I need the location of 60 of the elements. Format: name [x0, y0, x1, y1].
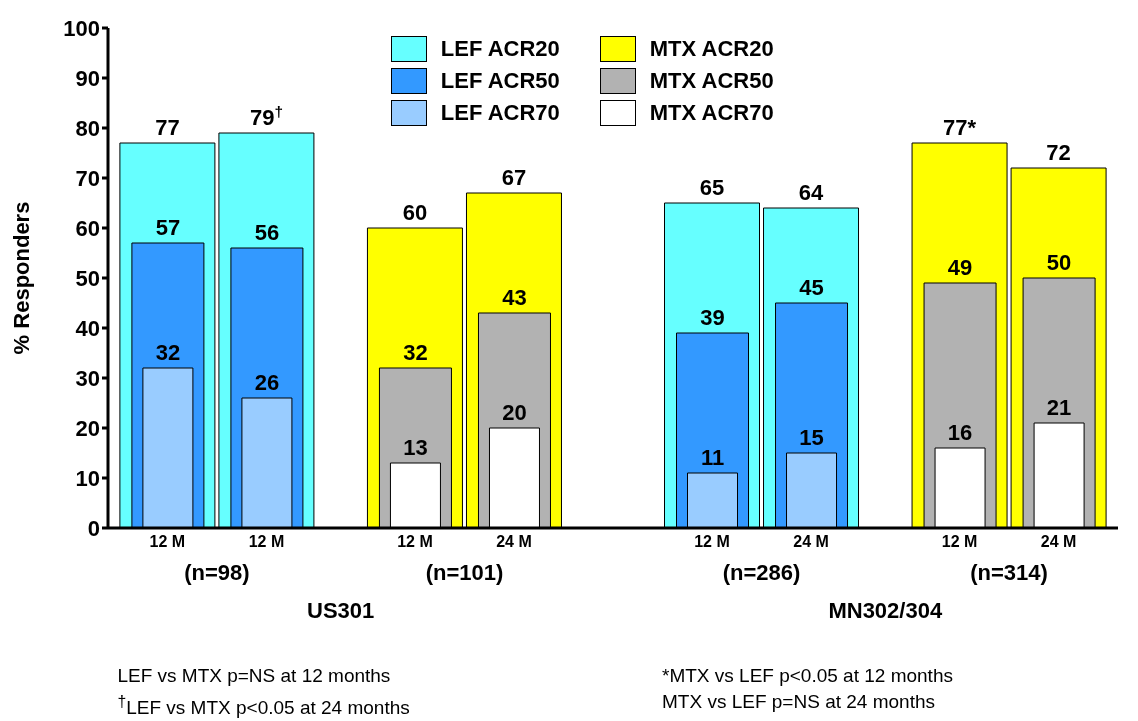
data-label: 32 — [155, 340, 181, 365]
y-tick-label: 90 — [75, 65, 100, 91]
y-tick-label: 80 — [75, 115, 100, 141]
data-label: 49 — [947, 255, 973, 280]
legend-label: MTX ACR70 — [649, 100, 774, 126]
y-tick-label: 60 — [75, 215, 100, 241]
data-label: 60 — [402, 200, 428, 225]
text: LEF vs MTX p=NS at 12 months — [117, 664, 392, 688]
y-tick-label: 40 — [75, 315, 100, 341]
data-label: 50 — [1046, 250, 1072, 275]
text: (n=314) — [969, 560, 1049, 586]
legend-label: LEF ACR70 — [440, 100, 560, 126]
x-tick-label: 12 M — [397, 533, 433, 551]
x-tick-label: 12 M — [941, 533, 978, 551]
x-tick-label: 12 M — [694, 533, 730, 551]
legend-label: MTX ACR50 — [649, 68, 774, 94]
y-tick-label: 0 — [87, 515, 100, 541]
text: (n=98) — [183, 560, 251, 586]
data-label: 20 — [502, 400, 527, 425]
legend-label: MTX ACR20 — [649, 36, 774, 62]
text: (n=101) — [424, 560, 505, 586]
data-label: 16 — [947, 420, 973, 445]
y-tick-label: 100 — [63, 15, 100, 41]
data-label: 15 — [799, 425, 824, 450]
data-label: 21 — [1046, 395, 1072, 420]
y-axis-title: % Responders — [8, 201, 34, 355]
text: $^{†}$LEF vs MTX p<0.05 at 24 months — [117, 692, 410, 721]
y-tick-label: 70 — [75, 165, 100, 191]
data-label: 79$^{†}$ — [249, 102, 283, 130]
y-tick-label: 50 — [75, 265, 100, 291]
y-tick-label: 20 — [75, 415, 100, 441]
legend-label: LEF ACR50 — [440, 68, 560, 94]
y-tick-label: 30 — [75, 365, 100, 391]
x-tick-label: 12 M — [248, 533, 285, 551]
data-label: 32 — [403, 340, 428, 365]
data-label: 77 — [155, 115, 180, 140]
text: (n=286) — [721, 560, 802, 586]
data-label: 67 — [501, 165, 527, 190]
text: US301 — [306, 598, 376, 624]
data-label: 57 — [155, 215, 181, 240]
data-label: 26 — [254, 370, 280, 395]
x-tick-label: 12 M — [149, 533, 186, 551]
y-tick-label: 10 — [75, 465, 100, 491]
data-label: 45 — [799, 275, 824, 300]
data-label: 64 — [798, 180, 825, 205]
data-label: 72 — [1046, 140, 1071, 165]
data-label: 65 — [699, 175, 725, 200]
data-label: 43 — [502, 285, 527, 310]
data-label: 56 — [254, 220, 280, 245]
x-tick-label: 24 M — [793, 533, 829, 551]
data-label: 77* — [943, 115, 977, 140]
x-tick-label: 24 M — [496, 533, 532, 551]
x-tick-label: 24 M — [1040, 533, 1077, 551]
text: MN302/304 — [827, 598, 944, 624]
data-label: 11 — [700, 445, 725, 470]
text: *MTX vs LEF p<0.05 at 12 months — [662, 664, 953, 688]
data-label: 39 — [700, 305, 725, 330]
legend-label: LEF ACR20 — [440, 36, 560, 62]
data-label: 13 — [403, 435, 428, 460]
text: MTX vs LEF p=NS at 24 months — [662, 690, 936, 714]
